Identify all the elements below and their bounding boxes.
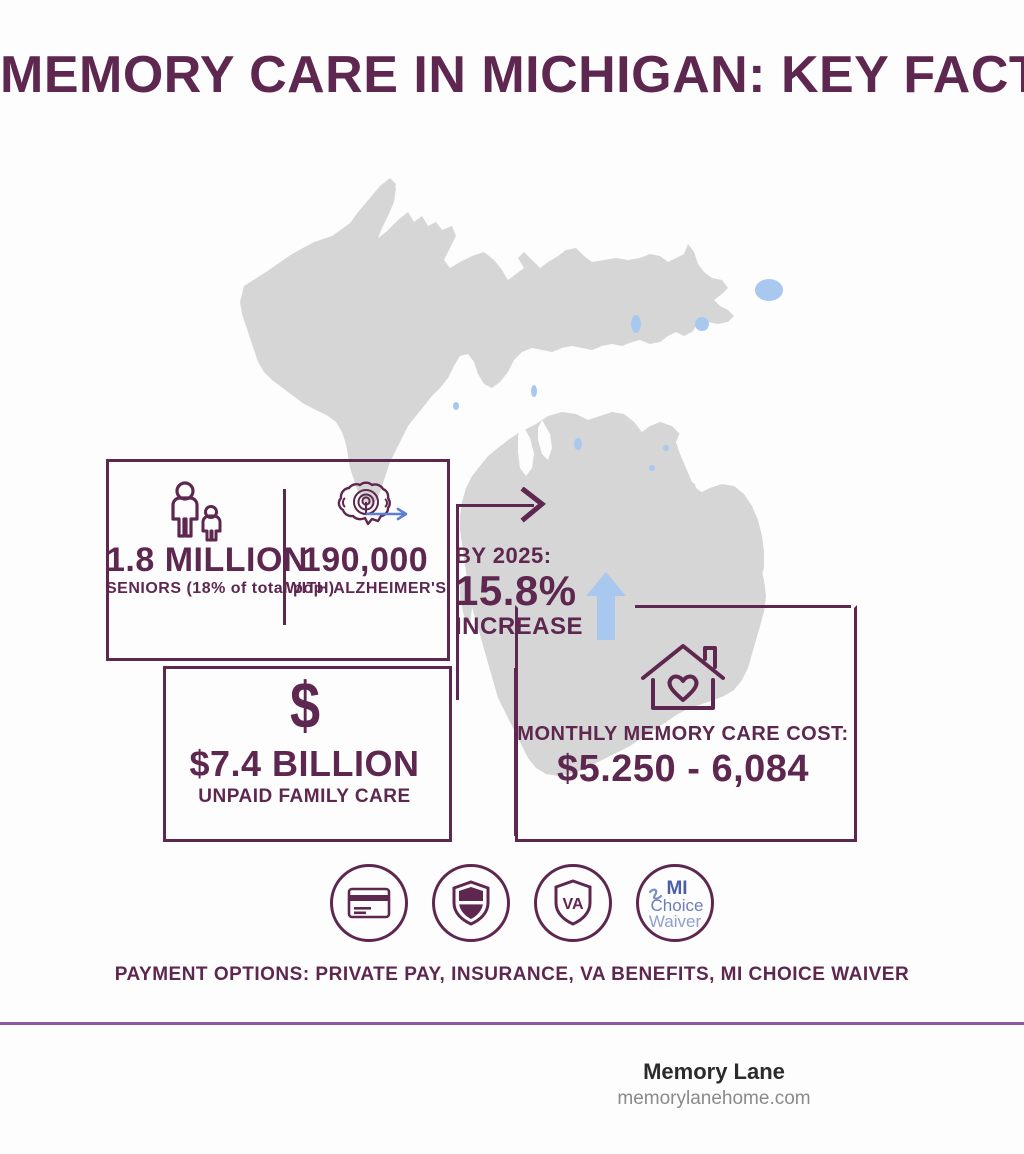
dollar-sign-icon: $ (289, 672, 319, 738)
unpaid-value: $7.4 BILLION (189, 743, 420, 784)
stat-box-unpaid-care (163, 666, 452, 842)
shield-filled-icon (452, 880, 490, 926)
footer-url: memorylanehome.com (617, 1088, 811, 1109)
alzheimers-value: 190,000 (301, 541, 429, 579)
svg-text:$: $ (289, 672, 319, 738)
keweenaw-peninsula-shape (346, 178, 396, 250)
stat-monthly-cost: MONTHLY MEMORY CARE COST: $5.250 - 6,084 (515, 640, 851, 790)
stat-box-monthly-cost (515, 605, 857, 842)
family-adult-child-icon (170, 481, 221, 542)
lake-blue-4 (531, 385, 537, 397)
stat-unpaid-care: $ $7.4 BILLION UNPAID FAMILY CARE (163, 672, 446, 808)
lake-blue-8 (649, 465, 655, 471)
payment-option-mi-choice-waiver[interactable]: MI Choice Waiver (636, 864, 714, 942)
stat-box-monthly-cost-top-edge (635, 605, 851, 608)
payment-options-row: VA MI Choice Waiver (330, 864, 740, 946)
saginaw-bay-notch (676, 432, 704, 488)
mi-choice-line2: Choice (651, 896, 704, 915)
stat-box-seniors-alzheimers (106, 459, 450, 661)
va-shield-icon: VA (554, 879, 592, 926)
mi-choice-line3: Waiver (649, 912, 702, 931)
connector-arrowhead-icon (520, 487, 546, 523)
seniors-label: SENIORS (18% of total pop.) (106, 580, 335, 597)
growth-callout: BY 2025: 15.8% INCREASE (455, 543, 584, 641)
cost-value: $5.250 - 6,084 (556, 748, 810, 790)
page-title: MEMORY CARE IN MICHIGAN: KEY FACTS (0, 46, 1024, 104)
callout-prefix: BY 2025: (455, 543, 552, 568)
callout-suffix: INCREASE (455, 613, 584, 640)
mi-choice-waiver-logo-icon: MI Choice Waiver (649, 878, 704, 931)
credit-card-icon (347, 887, 391, 919)
va-shield-label: VA (562, 896, 583, 913)
footer-divider (0, 1022, 1024, 1025)
thumb-shape (692, 484, 764, 612)
lake-blue-7 (663, 445, 669, 451)
footer-brand: Memory Lane (643, 1059, 785, 1084)
cost-label: MONTHLY MEMORY CARE COST: (517, 723, 849, 745)
footer: Memory Lane memorylanehome.com (0, 1058, 1024, 1112)
payment-options-caption: PAYMENT OPTIONS: PRIVATE PAY, INSURANCE,… (0, 963, 1024, 987)
brain-arrow-icon (337, 481, 408, 526)
lake-blue-2 (631, 315, 641, 333)
lake-blue-1 (755, 279, 783, 301)
payment-option-insurance[interactable] (432, 864, 510, 942)
lake-blue-3 (695, 317, 709, 331)
page-title-text: MEMORY CARE IN MICHIGAN: KEY FACTS (0, 46, 1024, 104)
payment-option-va-benefits[interactable]: VA (534, 864, 612, 942)
payment-options-caption-text: PAYMENT OPTIONS: PRIVATE PAY, INSURANCE,… (114, 964, 910, 985)
lake-blue-6 (453, 402, 459, 410)
alzheimers-label: WITH ALZHEIMER'S (286, 580, 447, 597)
stat-box-divider (283, 489, 286, 625)
mi-choice-line1: MI (666, 878, 687, 899)
house-heart-icon (641, 644, 725, 710)
stat-seniors: 1.8 MILLION SENIORS (18% of total pop.) (106, 480, 334, 598)
up-arrow-icon (586, 572, 626, 640)
stat-alzheimers: 190,000 WITH ALZHEIMER'S (286, 480, 447, 598)
seniors-value: 1.8 MILLION (106, 541, 308, 579)
connector-vertical-left (456, 504, 459, 700)
upper-peninsula-shape (240, 182, 734, 506)
unpaid-label: UNPAID FAMILY CARE (198, 786, 411, 807)
connector-horizontal-top (456, 504, 534, 507)
payment-option-private-pay[interactable] (330, 864, 408, 942)
traverse-bay-notch (518, 424, 534, 476)
lake-blue-5 (574, 438, 582, 450)
grand-traverse-notch-2 (538, 420, 552, 460)
island-strip-1 (460, 576, 472, 624)
